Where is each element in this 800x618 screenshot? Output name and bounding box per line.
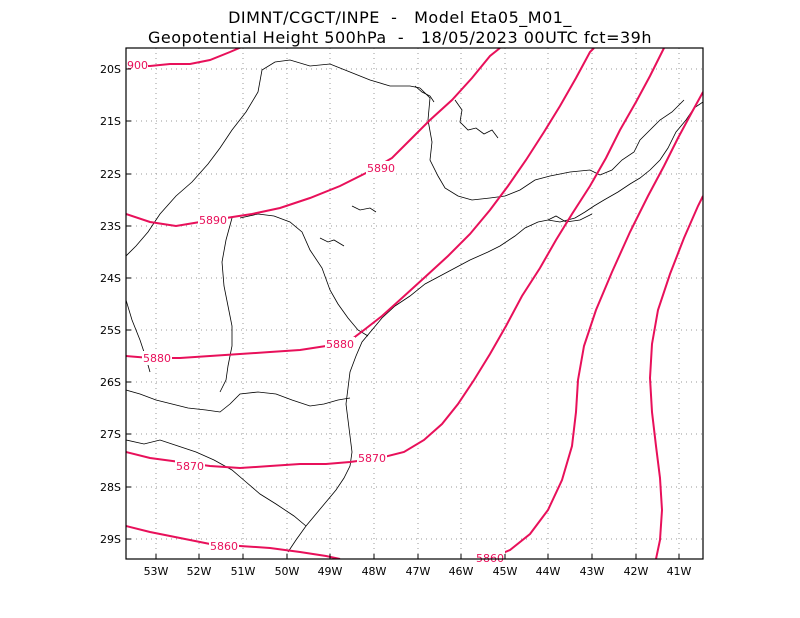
lat-tick-label: 20S — [100, 63, 121, 76]
lake-furnas — [454, 99, 499, 139]
contour-5880 — [126, 48, 595, 359]
reservoir-1 — [351, 205, 377, 213]
border-pr-sp — [239, 213, 369, 337]
lon-tick-label: 43W — [580, 565, 605, 578]
contour-5900 — [126, 48, 242, 67]
lat-tick-label: 27S — [100, 428, 121, 441]
contour-label-5860-west: 5860 — [210, 540, 238, 553]
lat-lon-grid — [126, 48, 703, 559]
plot-frame — [125, 47, 704, 560]
lat-tick-label: 29S — [100, 533, 121, 546]
lon-tick-label: 50W — [275, 565, 300, 578]
lon-tick-label: 47W — [406, 565, 431, 578]
contour-label-5900: 900 — [127, 59, 148, 72]
lon-tick-label: 51W — [231, 565, 256, 578]
contour-east-2 — [648, 195, 703, 559]
contour-label-5890-south: 5890 — [199, 214, 227, 227]
border-ms-sp — [126, 59, 421, 257]
contour-label-5870-west: 5870 — [176, 460, 204, 473]
border-pr-sc — [126, 389, 351, 413]
contour-5870 — [126, 48, 665, 470]
coastline — [287, 101, 703, 553]
lon-tick-label: 46W — [449, 565, 474, 578]
contour-label-5890-north: 5890 — [367, 162, 395, 175]
border-mg-rj — [599, 99, 685, 176]
border-mg-sp — [419, 87, 601, 201]
lon-tick-label: 52W — [187, 565, 212, 578]
lake-1 — [414, 85, 435, 103]
contour-5890 — [126, 48, 501, 228]
lon-tick-label: 41W — [667, 565, 692, 578]
contour-label-5880-east: 5880 — [326, 338, 354, 351]
lon-tick-label: 49W — [318, 565, 343, 578]
map-title-line-1: DIMNT/CGCT/INPE - Model Eta05_M01_ — [228, 8, 572, 27]
lat-tick-label: 21S — [100, 115, 121, 128]
reservoir-2 — [319, 237, 345, 247]
lat-tick-label: 24S — [100, 272, 121, 285]
contour-layer — [126, 48, 703, 559]
contour-label-layer: 900 5890 5890 5880 5880 5870 5870 5860 5… — [126, 58, 505, 565]
lat-tick-label: 23S — [100, 220, 121, 233]
lat-tick-label: 26S — [100, 376, 121, 389]
border-sc-rs — [126, 439, 307, 527]
lon-tick-label: 42W — [624, 565, 649, 578]
contour-5860 — [126, 525, 341, 559]
border-west-paraguay — [219, 217, 233, 393]
contour-5860-east — [487, 91, 703, 559]
lon-tick-label: 53W — [144, 565, 169, 578]
contour-label-5870-east: 5870 — [358, 452, 386, 465]
latitude-labels: 20S 21S 22S 23S 24S 25S 26S 27S 28S 29S — [100, 63, 131, 546]
lat-tick-label: 25S — [100, 324, 121, 337]
lat-tick-label: 22S — [100, 168, 121, 181]
longitude-labels: 53W 52W 51W 50W 49W 48W 47W 46W 45W 44W 43W 42W 41W — [144, 554, 692, 578]
lon-tick-label: 48W — [362, 565, 387, 578]
map-title-line-2: Geopotential Height 500hPa - 18/05/2023 … — [148, 28, 652, 47]
lat-tick-label: 28S — [100, 481, 121, 494]
boundaries-layer — [126, 59, 703, 553]
lon-tick-label: 44W — [536, 565, 561, 578]
lon-tick-label: 45W — [493, 565, 518, 578]
contour-label-5880-west: 5880 — [143, 352, 171, 365]
